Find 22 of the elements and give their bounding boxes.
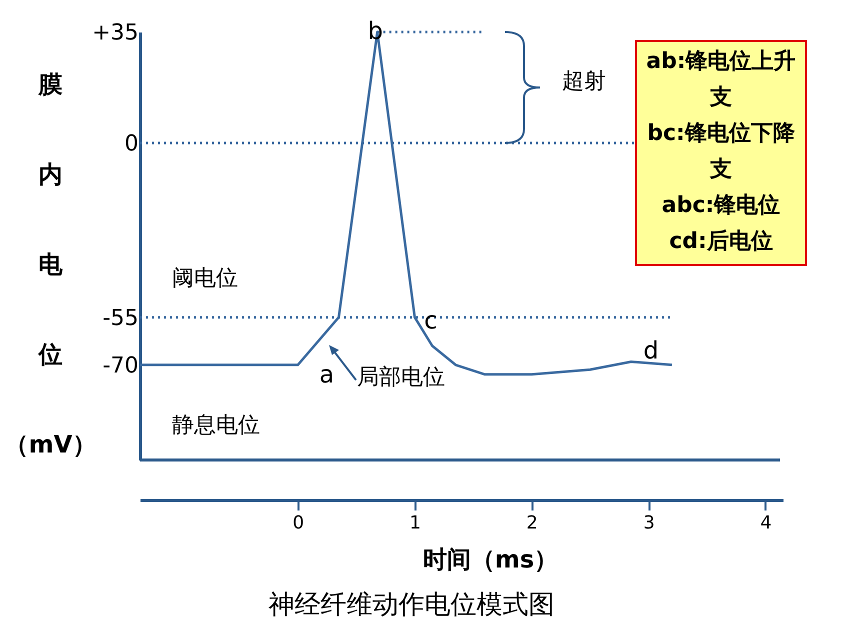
annotation: 局部电位: [357, 365, 445, 390]
y-tick-label: -55: [102, 306, 138, 331]
annotation: abc:锋电位: [660, 192, 782, 220]
y-tick-label: 0: [124, 131, 138, 156]
x-tick-label: 0: [292, 512, 304, 534]
annotation: c: [424, 306, 438, 334]
annotation: b: [368, 17, 383, 45]
annotation: 阈电位: [172, 266, 238, 291]
annotation: 超射: [562, 69, 606, 94]
x-tick-label: 3: [643, 512, 655, 534]
x-tick-label: 4: [760, 512, 772, 534]
text: 膜内电位（mV）: [4, 70, 96, 458]
x-tick-label: 2: [526, 512, 538, 534]
text: 神经纤维动作电位模式图: [268, 590, 554, 620]
annotation: a: [319, 360, 334, 388]
x-axis-title: 时间（ms）: [422, 546, 558, 574]
x-tick-label: 1: [410, 512, 421, 534]
annotation: 静息电位: [172, 413, 260, 438]
annotation: cd:后电位: [668, 228, 774, 256]
annotation: d: [643, 336, 659, 365]
y-tick-label: +35: [92, 20, 138, 46]
y-tick-label: -70: [102, 353, 138, 378]
